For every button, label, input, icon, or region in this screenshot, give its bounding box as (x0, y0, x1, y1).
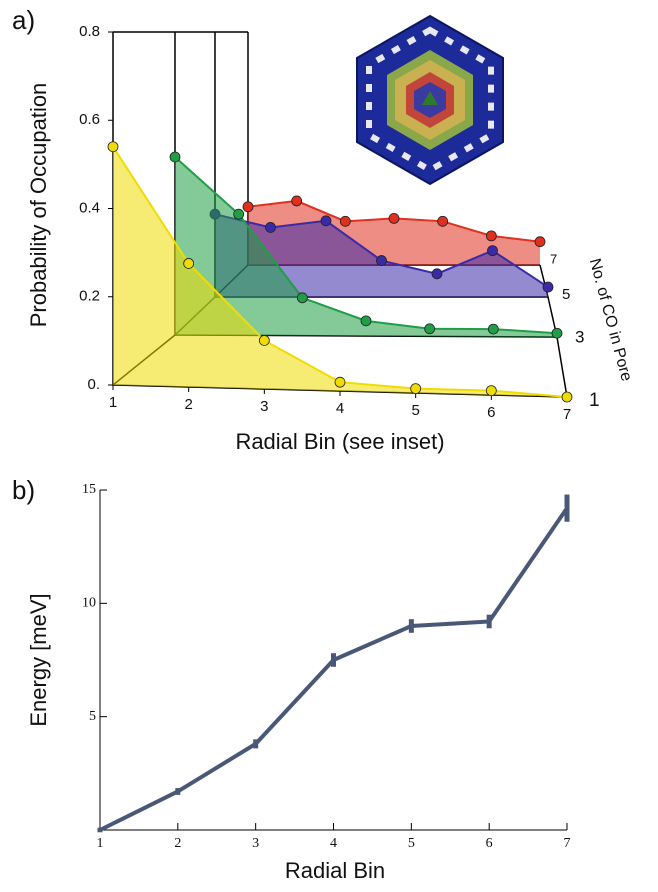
data-point (265, 222, 276, 233)
y-tick-label: 0.6 (79, 111, 100, 128)
panel-label: b) (12, 475, 35, 505)
data-point (242, 201, 254, 213)
x-tick-label: 6 (487, 404, 495, 421)
y-tick-label: 0.8 (79, 23, 100, 40)
y-axis-label: Energy [meV] (26, 593, 51, 726)
series-label: 3 (575, 327, 584, 346)
data-point (183, 258, 195, 269)
x-tick-label: 2 (184, 396, 192, 413)
x-tick-label: 5 (411, 402, 419, 419)
x-tick-label: 1 (109, 394, 117, 411)
data-point (485, 230, 497, 242)
inset-image (356, 14, 504, 186)
x-tick-label: 3 (252, 836, 259, 851)
data-point (376, 255, 387, 266)
y-tick-label: 0.2 (79, 288, 100, 305)
data-point (233, 208, 245, 220)
y-tick-label: 15 (82, 482, 96, 497)
data-point (334, 376, 346, 388)
data-point (291, 195, 303, 207)
series-label: 5 (562, 286, 570, 303)
data-point (320, 215, 332, 227)
data-point (258, 335, 270, 346)
data-point (296, 292, 308, 304)
series-label: 7 (550, 251, 557, 266)
x-tick-label: 7 (564, 836, 571, 851)
x-axis-label: Radial Bin (285, 858, 385, 883)
data-point (388, 212, 400, 224)
y-tick-label: 5 (89, 709, 96, 724)
data-point (424, 323, 436, 335)
x-axis-label: Radial Bin (see inset) (235, 429, 444, 454)
data-point (431, 268, 443, 280)
plot-3d (107, 31, 573, 403)
data-point (551, 327, 563, 339)
y-tick-label: 0. (87, 376, 100, 393)
series-line (99, 507, 569, 832)
data-point (487, 245, 498, 257)
data-point (360, 315, 372, 327)
z-axis-label: No. of CO in Pore (586, 257, 635, 383)
series-area (113, 146, 567, 397)
frame-line (539, 264, 568, 398)
data-point (339, 215, 351, 227)
data-point (561, 391, 573, 403)
data-point (485, 385, 497, 396)
data-point (437, 215, 449, 227)
series-label: 1 (589, 390, 600, 411)
x-tick-label: 4 (330, 836, 337, 851)
data-point (487, 323, 499, 335)
data-point (107, 141, 119, 153)
y-tick-label: 10 (82, 596, 96, 611)
y-axis-label: Probability of Occupation (26, 83, 51, 328)
x-tick-label: 6 (486, 836, 493, 851)
x-tick-label: 5 (408, 836, 415, 851)
x-tick-label: 1 (97, 836, 104, 851)
data-point (410, 383, 422, 394)
data-point (169, 151, 181, 163)
y-tick-label: 0.4 (79, 199, 100, 216)
x-tick-label: 2 (174, 836, 181, 851)
data-point (534, 236, 546, 248)
x-tick-label: 3 (260, 398, 268, 415)
x-tick-label: 4 (336, 400, 344, 417)
x-tick-label: 7 (563, 406, 571, 423)
series-area (175, 156, 557, 337)
panel-label: a) (12, 5, 35, 35)
series-area (215, 214, 548, 297)
data-point (542, 281, 554, 293)
